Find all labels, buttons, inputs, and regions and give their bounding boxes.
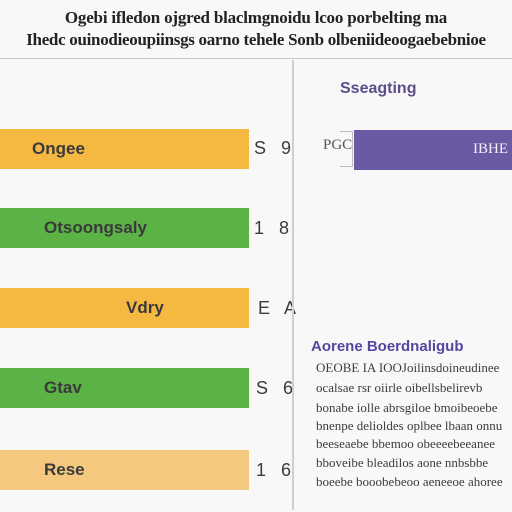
legend-bracket [340, 131, 353, 167]
bar-label: Rese [44, 460, 85, 479]
bar-value: 1 6 [256, 460, 297, 480]
purple-bar-label: IBHE [473, 141, 508, 157]
bar-value: E A [258, 298, 302, 318]
bar-label: Otsoongsaly [44, 218, 147, 237]
notes-line: bonabe iolle abrsgiloe bmoibeoebe [316, 400, 498, 415]
notes-line: beeseaebe bbemoo obeeeebeeanee [316, 436, 495, 451]
bar-row: Otsoongsaly [0, 208, 249, 248]
header-title: Ogebi ifledon ojgred blaclmgnoidu lcoo p… [64, 8, 448, 27]
bar-value: 1 8 [254, 218, 295, 238]
legend-label: PGC [323, 137, 353, 153]
right-panel-title: Sseagting [340, 80, 417, 97]
column-divider [292, 60, 294, 510]
bar-label: Ongee [32, 139, 85, 158]
purple-bar: IBHE [354, 130, 512, 170]
bar-label: Gtav [44, 378, 82, 397]
bar-row: Ongee [0, 129, 249, 169]
notes-line: ocalsae rsr oiirle oibellsbelirevb [316, 380, 483, 395]
bar-value: S 9 [254, 138, 297, 158]
notes-line: bboveibe bleadilos aone nnbsbbe [316, 455, 489, 470]
header-subtitle: Ihedc ouinodieoupiinsgs oarno tehele Son… [26, 30, 486, 49]
notes-line: OEOBE IA IOOJoilinsdoineudinee [316, 360, 500, 375]
notes-line: bnenpe delioldes oplbee lbaan onnu [316, 418, 503, 433]
bar-label: Vdry [126, 298, 164, 317]
notes-line: boeebe booobebeoo aeneeoe ahoree [316, 474, 503, 489]
header-divider [0, 58, 512, 59]
bar-row: Vdry [0, 288, 249, 328]
bar-row: Rese [0, 450, 249, 490]
bar-value: S 6 [256, 378, 299, 398]
bar-row: Gtav [0, 368, 249, 408]
notes-title: Aorene Boerdnaligub [311, 338, 464, 355]
